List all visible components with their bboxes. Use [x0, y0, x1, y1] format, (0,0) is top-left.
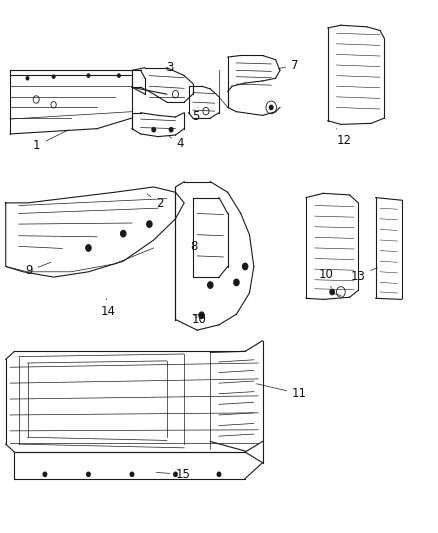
- Circle shape: [330, 289, 334, 295]
- Circle shape: [234, 279, 239, 286]
- Circle shape: [269, 106, 273, 110]
- Circle shape: [174, 472, 177, 477]
- Text: 5: 5: [192, 108, 199, 124]
- Text: 1: 1: [33, 130, 68, 152]
- Circle shape: [117, 74, 120, 77]
- Circle shape: [217, 472, 221, 477]
- Text: 14: 14: [101, 298, 116, 318]
- Text: 8: 8: [191, 235, 201, 253]
- Circle shape: [120, 230, 126, 237]
- Circle shape: [26, 77, 29, 80]
- Text: 15: 15: [156, 468, 191, 481]
- Text: 9: 9: [25, 262, 51, 277]
- Text: 12: 12: [336, 128, 352, 147]
- Circle shape: [170, 127, 173, 132]
- Text: 7: 7: [278, 59, 299, 71]
- Text: 4: 4: [169, 136, 184, 150]
- Circle shape: [208, 282, 213, 288]
- Circle shape: [52, 75, 55, 78]
- Circle shape: [243, 263, 248, 270]
- Text: 2: 2: [147, 194, 163, 211]
- Text: 10: 10: [319, 268, 334, 288]
- Circle shape: [130, 472, 134, 477]
- Circle shape: [87, 472, 90, 477]
- Circle shape: [152, 127, 155, 132]
- Circle shape: [43, 472, 47, 477]
- Text: 10: 10: [191, 313, 206, 326]
- Text: 3: 3: [166, 61, 174, 74]
- Circle shape: [86, 245, 91, 251]
- Text: 13: 13: [350, 268, 378, 282]
- Circle shape: [199, 312, 204, 318]
- Text: 11: 11: [257, 384, 307, 400]
- Circle shape: [87, 74, 90, 77]
- Circle shape: [147, 221, 152, 227]
